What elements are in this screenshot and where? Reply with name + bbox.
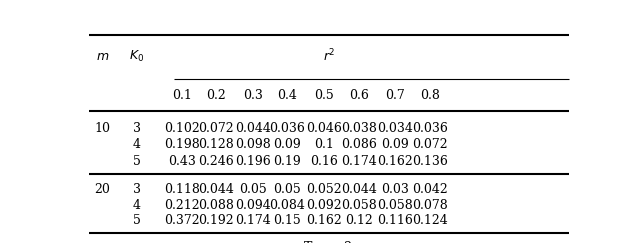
- Text: 0.09: 0.09: [273, 138, 301, 151]
- Text: 0.196: 0.196: [235, 155, 271, 168]
- Text: 0.8: 0.8: [420, 89, 440, 102]
- Text: 0.036: 0.036: [412, 122, 447, 135]
- Text: 0.058: 0.058: [341, 199, 376, 212]
- Text: 0.044: 0.044: [198, 183, 234, 196]
- Text: 3: 3: [133, 183, 141, 196]
- Text: 0.174: 0.174: [235, 215, 271, 227]
- Text: 0.19: 0.19: [273, 155, 301, 168]
- Text: 0.1: 0.1: [314, 138, 334, 151]
- Text: 0.102: 0.102: [164, 122, 200, 135]
- Text: 0.16: 0.16: [310, 155, 338, 168]
- Text: 0.086: 0.086: [341, 138, 377, 151]
- Text: 0.4: 0.4: [277, 89, 297, 102]
- Text: 0.246: 0.246: [198, 155, 234, 168]
- Text: 0.1: 0.1: [172, 89, 191, 102]
- Text: 0.072: 0.072: [412, 138, 447, 151]
- Text: 0.192: 0.192: [198, 215, 234, 227]
- Text: 0.3: 0.3: [243, 89, 262, 102]
- Text: $K_0$: $K_0$: [129, 49, 145, 64]
- Text: 0.038: 0.038: [341, 122, 377, 135]
- Text: 0.09: 0.09: [381, 138, 409, 151]
- Text: 0.036: 0.036: [269, 122, 305, 135]
- Text: 0.044: 0.044: [235, 122, 271, 135]
- Text: 0.7: 0.7: [385, 89, 405, 102]
- Text: 0.05: 0.05: [273, 183, 301, 196]
- Text: 0.094: 0.094: [235, 199, 271, 212]
- Text: 0.052: 0.052: [306, 183, 342, 196]
- Text: 0.058: 0.058: [377, 199, 413, 212]
- Text: 0.124: 0.124: [412, 215, 447, 227]
- Text: 0.128: 0.128: [198, 138, 234, 151]
- Text: 5: 5: [133, 215, 141, 227]
- Text: $r^2$: $r^2$: [323, 48, 335, 65]
- Text: 0.072: 0.072: [198, 122, 234, 135]
- Text: 0.212: 0.212: [164, 199, 200, 212]
- Text: 0.15: 0.15: [273, 215, 301, 227]
- Text: 0.044: 0.044: [341, 183, 377, 196]
- Text: 0.162: 0.162: [306, 215, 342, 227]
- Text: 0.034: 0.034: [377, 122, 413, 135]
- Text: 0.078: 0.078: [412, 199, 447, 212]
- Text: 0.046: 0.046: [306, 122, 342, 135]
- Text: 0.6: 0.6: [349, 89, 369, 102]
- Text: 4: 4: [133, 199, 141, 212]
- Text: Tᴀʙʟᴇ 2: Tᴀʙʟᴇ 2: [304, 241, 352, 243]
- Text: 10: 10: [94, 122, 110, 135]
- Text: 0.43: 0.43: [168, 155, 196, 168]
- Text: 0.088: 0.088: [198, 199, 234, 212]
- Text: 0.198: 0.198: [164, 138, 200, 151]
- Text: 0.174: 0.174: [341, 155, 376, 168]
- Text: 0.12: 0.12: [345, 215, 372, 227]
- Text: 5: 5: [133, 155, 141, 168]
- Text: 0.03: 0.03: [381, 183, 409, 196]
- Text: 0.5: 0.5: [314, 89, 334, 102]
- Text: 4: 4: [133, 138, 141, 151]
- Text: $m$: $m$: [95, 50, 109, 63]
- Text: 0.162: 0.162: [377, 155, 413, 168]
- Text: 0.084: 0.084: [269, 199, 305, 212]
- Text: 0.118: 0.118: [164, 183, 200, 196]
- Text: 0.372: 0.372: [164, 215, 200, 227]
- Text: 20: 20: [94, 183, 110, 196]
- Text: 0.136: 0.136: [412, 155, 447, 168]
- Text: 0.05: 0.05: [239, 183, 266, 196]
- Text: 0.098: 0.098: [235, 138, 271, 151]
- Text: 0.116: 0.116: [377, 215, 413, 227]
- Text: 3: 3: [133, 122, 141, 135]
- Text: 0.2: 0.2: [207, 89, 227, 102]
- Text: 0.042: 0.042: [412, 183, 447, 196]
- Text: 0.092: 0.092: [306, 199, 342, 212]
